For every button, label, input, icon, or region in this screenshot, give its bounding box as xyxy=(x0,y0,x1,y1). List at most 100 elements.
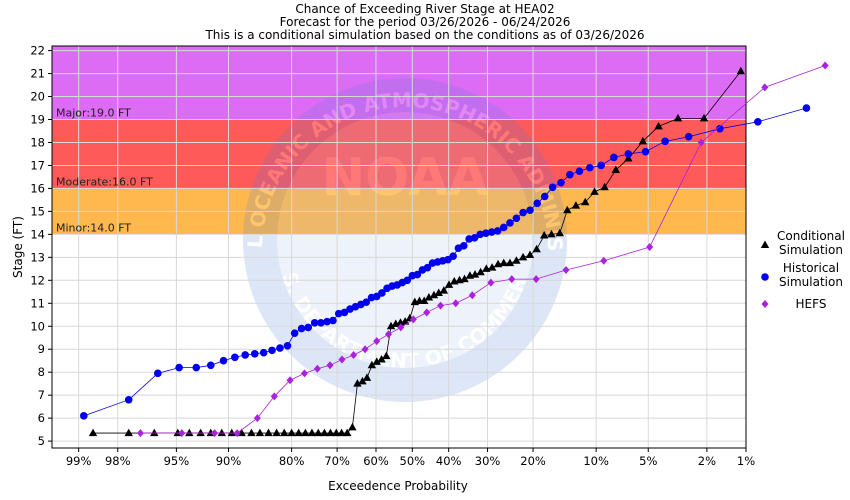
data-point xyxy=(641,147,650,156)
data-point xyxy=(661,137,669,146)
data-point xyxy=(88,428,98,437)
data-point xyxy=(377,355,386,363)
data-point xyxy=(154,369,162,378)
data-point xyxy=(482,229,490,238)
grid xyxy=(52,46,747,448)
data-point xyxy=(362,373,372,381)
data-point xyxy=(505,258,515,267)
data-point xyxy=(821,61,829,70)
data-point xyxy=(673,113,683,122)
data-point xyxy=(519,208,527,217)
data-point xyxy=(684,132,693,141)
data-point xyxy=(499,223,508,232)
data-point xyxy=(310,319,319,327)
data-point xyxy=(384,330,392,339)
x-tick-label: 60% xyxy=(363,454,389,468)
data-point xyxy=(259,348,268,357)
data-point xyxy=(590,187,599,195)
data-point xyxy=(378,289,386,297)
flood-label-2: Major:19.0 FT xyxy=(56,107,131,120)
data-point xyxy=(290,329,299,337)
y-tick-label: 10 xyxy=(30,319,45,333)
data-point xyxy=(304,323,313,332)
data-point xyxy=(400,317,410,325)
series-0 xyxy=(88,66,746,437)
data-point xyxy=(233,429,241,438)
x-tick-label: 30% xyxy=(475,454,501,468)
legend-label: Simulation xyxy=(779,275,843,289)
flood-band-2 xyxy=(52,46,746,120)
data-point xyxy=(283,341,292,350)
data-point xyxy=(294,428,303,437)
y-tick-label: 20 xyxy=(30,90,45,104)
y-tick-label: 18 xyxy=(30,135,45,149)
data-point xyxy=(329,316,337,325)
x-tick-label: 80% xyxy=(279,454,305,468)
data-point xyxy=(646,243,654,251)
series-2 xyxy=(136,61,829,438)
data-point xyxy=(532,244,541,253)
data-point xyxy=(413,270,422,279)
data-point xyxy=(585,163,594,172)
y-axis-ticks: 5 6 7 8 9 10 11 12 13 14 15 16 17 18 19 20 21 22 xyxy=(30,44,52,448)
data-point xyxy=(470,234,479,242)
data-point xyxy=(575,167,584,175)
data-point xyxy=(301,428,310,437)
flood-label-1: Moderate:16.0 FT xyxy=(56,175,153,188)
data-point xyxy=(437,301,445,310)
y-tick-label: 17 xyxy=(30,158,45,172)
data-point xyxy=(470,270,480,278)
title-line-2: Forecast for the period 03/26/2026 - 06/… xyxy=(280,15,571,29)
data-point xyxy=(654,121,663,130)
data-point xyxy=(276,344,284,352)
data-point xyxy=(557,178,565,187)
data-point xyxy=(434,288,443,296)
data-point xyxy=(716,124,724,133)
y-tick-label: 5 xyxy=(38,434,45,448)
data-point xyxy=(367,360,377,369)
flood-labels: Minor:14.0 FT Moderate:16.0 FT Major:19.0 … xyxy=(56,107,153,235)
chart-title: Chance of Exceeding River Stage at HEA02… xyxy=(204,2,644,42)
data-point xyxy=(136,429,144,438)
legend-label: Historical xyxy=(783,261,839,275)
data-point xyxy=(206,361,215,370)
data-point xyxy=(512,256,521,264)
series-line xyxy=(93,71,742,434)
data-point xyxy=(754,118,762,126)
series-1 xyxy=(80,104,811,420)
series-layer xyxy=(80,61,829,438)
data-point xyxy=(372,357,381,365)
data-point xyxy=(571,201,581,209)
data-point xyxy=(624,150,633,158)
x-tick-label: 5% xyxy=(639,454,657,468)
data-point xyxy=(307,428,317,437)
legend-marker xyxy=(761,273,769,281)
data-point xyxy=(382,351,391,360)
data-point xyxy=(348,422,357,431)
legend-marker xyxy=(761,300,769,308)
data-point xyxy=(280,428,289,437)
data-point xyxy=(424,293,434,301)
x-tick-label: 98% xyxy=(105,454,131,468)
data-point xyxy=(270,392,278,401)
legend: ConditionalSimulationHistoricalSimulatio… xyxy=(760,229,845,311)
data-point xyxy=(476,230,485,239)
legend-label: Simulation xyxy=(779,243,843,257)
data-point xyxy=(397,323,405,332)
data-point xyxy=(403,276,412,285)
data-point xyxy=(539,231,549,239)
data-point xyxy=(533,199,541,208)
data-point xyxy=(227,428,236,437)
data-point xyxy=(526,206,534,215)
data-point xyxy=(255,428,265,437)
data-point xyxy=(124,428,133,437)
title-line-1: Chance of Exceeding River Stage at HEA02 xyxy=(295,2,554,16)
data-point xyxy=(555,228,564,237)
y-tick-label: 13 xyxy=(30,250,45,264)
data-point xyxy=(802,104,811,112)
data-point xyxy=(196,428,205,437)
x-axis-label: Exceedence Probability xyxy=(328,479,468,493)
data-point xyxy=(300,369,308,378)
y-tick-label: 12 xyxy=(30,273,45,287)
